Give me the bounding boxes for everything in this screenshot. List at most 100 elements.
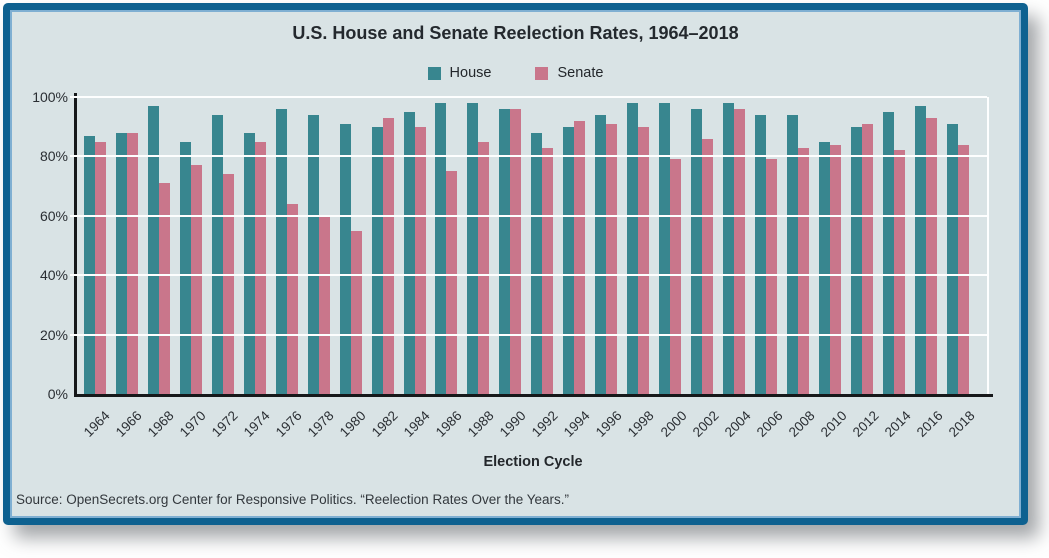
bar-senate-2006: [766, 159, 778, 394]
gridline-20: [77, 333, 987, 336]
x-tick-cell-1964: 1964: [81, 401, 113, 453]
bar-senate-1998: [638, 126, 650, 394]
x-tick-cell-1974: 1974: [241, 401, 273, 453]
bar-house-1988: [467, 102, 479, 394]
y-axis-tick-60: [70, 214, 79, 217]
bar-house-2010: [818, 141, 830, 394]
y-axis-tick-80: [70, 155, 79, 158]
x-tick-label-2002: 2002: [689, 408, 722, 440]
legend-item-senate: Senate: [535, 65, 603, 81]
legend-swatch-house: [427, 66, 441, 80]
bar-senate-1986: [446, 171, 458, 394]
bar-senate-2000: [670, 159, 682, 394]
bars-container: [77, 97, 987, 394]
x-tick-label-1964: 1964: [80, 408, 113, 440]
x-tick-label-2000: 2000: [657, 408, 690, 440]
bar-house-1990: [499, 108, 511, 394]
bar-group-2006: [755, 114, 778, 394]
x-tick-cell-2002: 2002: [689, 401, 721, 453]
bar-house-1966: [115, 132, 127, 394]
bar-group-1986: [435, 102, 458, 394]
x-tick-cell-2008: 2008: [785, 401, 817, 453]
y-axis-tick-20: [70, 333, 79, 336]
bar-group-1990: [499, 108, 522, 394]
bar-house-2004: [723, 102, 735, 394]
bar-house-1968: [147, 105, 159, 394]
x-tick-label-2018: 2018: [945, 408, 978, 440]
x-tick-cell-1986: 1986: [433, 401, 465, 453]
bar-senate-1974: [254, 141, 266, 394]
bar-group-1970: [179, 141, 202, 394]
bar-group-2000: [659, 102, 682, 394]
x-tick-label-2006: 2006: [753, 408, 786, 440]
bar-senate-1988: [478, 141, 490, 394]
bar-group-1996: [595, 114, 618, 394]
x-tick-cell-1968: 1968: [145, 401, 177, 453]
bar-house-2002: [691, 108, 703, 394]
bar-group-1964: [84, 135, 106, 394]
x-tick-cell-1998: 1998: [625, 401, 657, 453]
bar-senate-1994: [574, 120, 586, 394]
legend-swatch-senate: [535, 66, 549, 80]
x-tick-cell-1994: 1994: [561, 401, 593, 453]
gridline-60: [77, 214, 987, 217]
x-tick-cell-1996: 1996: [593, 401, 625, 453]
x-tick-cell-1984: 1984: [401, 401, 433, 453]
bar-house-1974: [243, 132, 255, 394]
x-tick-label-1986: 1986: [433, 408, 465, 440]
x-tick-label-2016: 2016: [913, 408, 946, 440]
bar-senate-1996: [606, 123, 618, 394]
legend-item-house: House: [427, 65, 491, 81]
y-tick-label-20: 20%: [39, 326, 68, 343]
x-tick-cell-1988: 1988: [465, 401, 497, 453]
y-axis-tick-40: [70, 274, 79, 277]
bar-senate-1964: [95, 141, 106, 394]
bar-senate-2016: [925, 117, 937, 394]
bar-group-2008: [786, 114, 809, 394]
x-tick-cell-1980: 1980: [337, 401, 369, 453]
source-caption: Source: OpenSecrets.org Center for Respo…: [16, 492, 570, 507]
bar-senate-1970: [190, 165, 202, 394]
bar-group-2010: [818, 141, 841, 394]
x-tick-cell-2012: 2012: [850, 401, 882, 453]
bar-group-2004: [723, 102, 746, 394]
x-tick-label-1984: 1984: [401, 408, 433, 440]
x-tick-label-1976: 1976: [272, 408, 305, 440]
x-tick-label-1988: 1988: [465, 408, 497, 440]
y-axis-line: [74, 93, 77, 397]
bar-senate-1978: [318, 215, 330, 394]
x-axis-labels: 1964 1966 1968 1970 1972 1974 1976 1978 1980 1982…: [77, 401, 989, 453]
bar-group-1972: [211, 114, 234, 394]
bar-group-1984: [403, 111, 426, 394]
bar-house-1978: [307, 114, 319, 394]
bar-group-1988: [467, 102, 490, 394]
bar-group-1982: [371, 117, 394, 394]
bar-group-2018: [946, 123, 969, 394]
x-tick-label-1996: 1996: [593, 408, 626, 440]
x-tick-cell-1976: 1976: [273, 401, 305, 453]
bar-house-2016: [914, 105, 926, 394]
bar-house-1980: [339, 123, 351, 394]
x-tick-label-1998: 1998: [625, 408, 658, 440]
x-tick-label-1972: 1972: [208, 408, 241, 440]
bar-group-1980: [339, 123, 362, 394]
x-tick-label-1966: 1966: [112, 408, 145, 440]
bar-group-1966: [115, 132, 138, 394]
x-tick-label-2008: 2008: [785, 408, 818, 440]
x-tick-label-1968: 1968: [144, 408, 177, 440]
x-tick-cell-2000: 2000: [657, 401, 689, 453]
x-tick-label-1992: 1992: [529, 408, 562, 440]
bar-senate-2002: [702, 138, 714, 394]
bar-house-1996: [595, 114, 607, 394]
gridline-40: [77, 274, 987, 277]
x-tick-cell-2018: 2018: [946, 401, 978, 453]
bar-group-1992: [531, 132, 554, 394]
bar-group-2012: [850, 123, 873, 394]
bar-group-1968: [147, 105, 170, 394]
bar-senate-1982: [382, 117, 394, 394]
bar-senate-1980: [350, 230, 362, 394]
y-tick-label-80: 80%: [39, 148, 68, 165]
bar-senate-1972: [222, 174, 234, 394]
x-tick-label-1978: 1978: [304, 408, 337, 440]
x-tick-label-2010: 2010: [817, 408, 850, 440]
